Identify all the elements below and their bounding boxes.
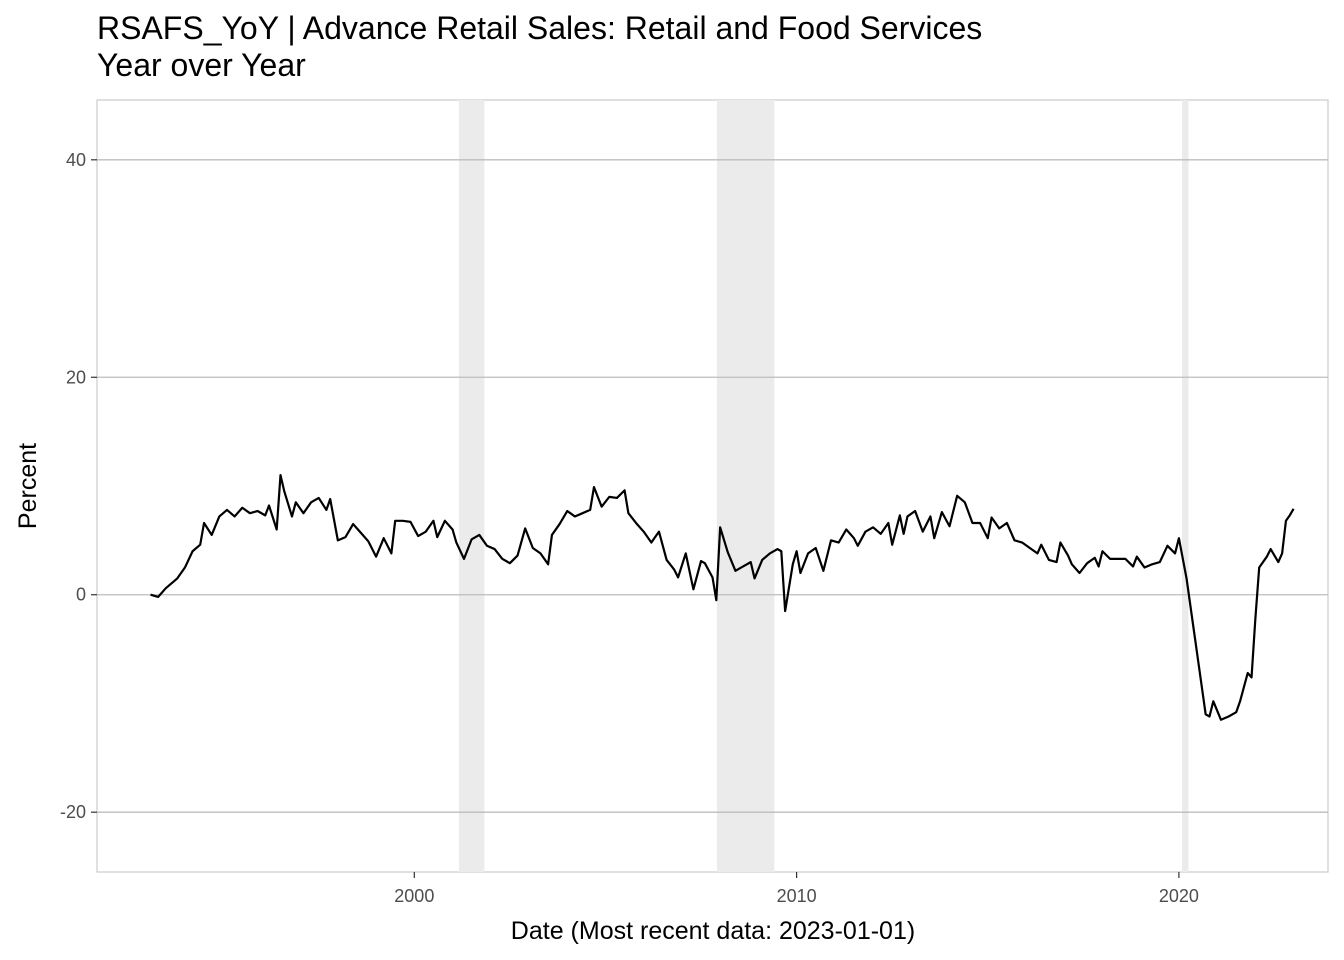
x-axis-ticks: 2000 2010 2020 <box>394 872 1199 906</box>
chart-subtitle: Year over Year <box>97 47 306 83</box>
recession-band <box>1182 100 1189 872</box>
recession-shading <box>458 100 1189 872</box>
series-line <box>150 474 1295 721</box>
x-axis-title: Date (Most recent data: 2023-01-01) <box>511 917 915 945</box>
x-tick-label: 2010 <box>777 886 817 906</box>
x-tick-label: 2000 <box>394 886 434 906</box>
chart-title: RSAFS_YoY | Advance Retail Sales: Retail… <box>97 10 982 84</box>
recession-band <box>716 100 775 872</box>
y-axis-ticks: -20 0 20 40 <box>60 150 97 822</box>
series-line-group <box>150 474 1295 721</box>
y-tick-label: 40 <box>66 150 86 170</box>
recession-band <box>458 100 485 872</box>
y-tick-label: 20 <box>66 367 86 387</box>
x-tick-label: 2020 <box>1159 886 1199 906</box>
y-tick-label: -20 <box>60 802 86 822</box>
plot-panel-border <box>96 99 1329 873</box>
chart-title-line-1: RSAFS_YoY | Advance Retail Sales: Retail… <box>97 10 983 46</box>
plot-panel <box>96 99 1329 873</box>
gridlines <box>97 159 1328 813</box>
y-tick-label: 0 <box>76 585 86 605</box>
y-axis-title: Percent <box>14 443 42 529</box>
